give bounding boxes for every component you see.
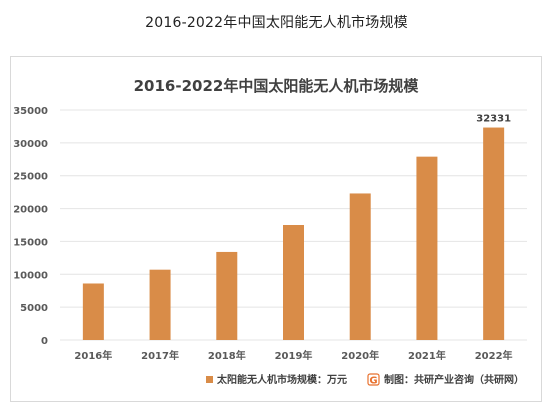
- x-category-label: 2016年: [74, 349, 112, 362]
- y-tick-label: 5000: [20, 303, 48, 314]
- y-tick-label: 10000: [13, 270, 48, 281]
- credit-text: 制图：共研产业咨询（共研网）: [384, 373, 524, 386]
- legend-label: 太阳能无人机市场规模：万元: [216, 373, 347, 386]
- data-label: 32331: [476, 114, 511, 125]
- y-tick-label: 15000: [13, 237, 48, 248]
- bar: [149, 269, 171, 340]
- y-tick-label: 30000: [13, 139, 48, 150]
- y-tick-label: 0: [41, 336, 48, 347]
- data-labels: 32331: [476, 114, 511, 125]
- x-axis-categories: 2016年 2017年 2018年 2019年 2020年 2021年 2022年: [74, 349, 512, 362]
- x-category-label: 2022年: [475, 349, 513, 362]
- chart-frame: [10, 56, 542, 402]
- y-tick-label: 25000: [13, 172, 48, 183]
- x-category-label: 2019年: [275, 349, 313, 362]
- bar: [216, 251, 238, 340]
- bar: [483, 127, 505, 340]
- credit: G 制图：共研产业咨询（共研网）: [367, 373, 524, 387]
- page-title: 2016-2022年中国太阳能无人机市场规模: [145, 15, 408, 31]
- x-category-label: 2020年: [341, 349, 379, 362]
- x-category-label: 2017年: [141, 349, 179, 362]
- x-category-label: 2021年: [408, 349, 446, 362]
- y-tick-label: 35000: [13, 106, 48, 117]
- x-category-label: 2018年: [208, 349, 246, 362]
- chart-title: 2016-2022年中国太阳能无人机市场规模: [134, 77, 420, 95]
- bar: [82, 283, 104, 340]
- credit-logo-icon: [367, 373, 380, 386]
- bar: [349, 193, 371, 340]
- y-tick-label: 20000: [13, 205, 48, 216]
- legend-swatch: [206, 376, 213, 383]
- credit-logo-letter: G: [369, 376, 377, 387]
- bars: [82, 127, 505, 340]
- legend: 太阳能无人机市场规模：万元: [206, 373, 347, 386]
- y-axis-ticks: 0 5000 10000 15000 20000 25000 30000 35000: [13, 106, 48, 347]
- bar: [283, 225, 304, 340]
- bar: [416, 156, 438, 340]
